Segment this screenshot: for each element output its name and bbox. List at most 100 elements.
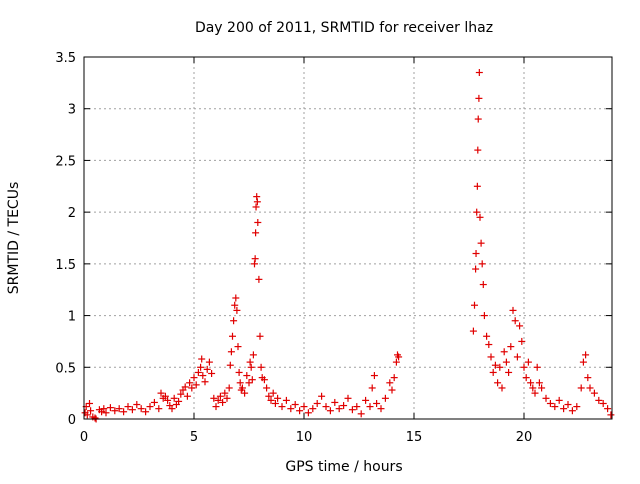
data-point — [362, 396, 370, 404]
data-point — [546, 399, 554, 407]
data-point — [287, 405, 295, 413]
data-point — [599, 399, 607, 407]
data-point — [489, 368, 497, 376]
data-point — [511, 317, 519, 325]
data-point — [542, 394, 550, 402]
data-point — [91, 414, 99, 422]
data-point — [229, 332, 236, 340]
data-point — [227, 348, 235, 356]
data-point — [505, 368, 513, 376]
data-point — [254, 218, 262, 226]
data-point — [475, 94, 483, 102]
data-point — [474, 146, 482, 154]
data-point — [168, 405, 176, 413]
data-point — [83, 411, 91, 419]
data-point — [368, 384, 376, 392]
data-point — [469, 327, 477, 335]
data-point — [516, 322, 524, 330]
data-point — [111, 407, 119, 415]
x-tick-label: 5 — [190, 430, 198, 445]
data-point — [386, 379, 394, 387]
data-point — [212, 403, 220, 411]
data-point — [186, 379, 194, 387]
data-point — [296, 407, 304, 415]
data-point — [538, 384, 546, 392]
data-point — [208, 369, 216, 377]
data-point — [251, 255, 259, 263]
data-point — [568, 407, 576, 415]
data-point — [483, 332, 491, 340]
data-point — [527, 379, 535, 387]
data-point — [161, 392, 169, 400]
data-point — [106, 404, 114, 412]
data-point — [243, 372, 251, 380]
data-point — [188, 384, 196, 392]
data-point — [479, 281, 487, 289]
data-point — [201, 378, 209, 386]
data-point — [164, 396, 172, 404]
chart-title: Day 200 of 2011, SRMTID for receiver lha… — [195, 20, 493, 36]
data-point — [192, 381, 200, 389]
data-point — [340, 402, 348, 410]
data-point — [221, 389, 229, 397]
y-tick-label: 0.5 — [55, 361, 76, 376]
y-axis-label: SRMTID / TECUs — [6, 182, 22, 295]
y-tick-label: 3 — [68, 103, 76, 118]
data-point — [390, 374, 398, 382]
data-point — [265, 392, 273, 400]
data-point — [500, 348, 508, 356]
data-point — [86, 399, 93, 407]
data-point — [475, 69, 483, 77]
data-point — [219, 398, 227, 406]
data-point — [304, 409, 312, 417]
data-point — [251, 260, 258, 268]
data-point — [214, 396, 222, 404]
data-point — [487, 353, 495, 361]
data-point — [472, 250, 480, 258]
y-tick-label: 2 — [68, 206, 76, 221]
data-point — [373, 399, 381, 407]
data-point — [522, 374, 530, 382]
data-point — [120, 408, 128, 416]
data-point — [520, 363, 528, 371]
data-point — [531, 389, 539, 397]
data-point — [582, 351, 590, 359]
data-point — [150, 398, 158, 406]
data-point — [226, 361, 234, 369]
data-point — [124, 403, 132, 411]
data-point — [245, 379, 253, 387]
data-point — [551, 403, 559, 411]
data-point — [474, 115, 482, 123]
data-point — [604, 405, 612, 413]
data-point — [560, 405, 568, 413]
data-point — [322, 403, 330, 411]
data-point — [203, 365, 211, 373]
data-point — [472, 265, 480, 273]
data-point — [232, 294, 240, 302]
data-point — [278, 403, 286, 411]
data-point — [524, 358, 532, 366]
data-point — [353, 403, 361, 411]
data-point — [564, 401, 572, 409]
data-point — [157, 389, 165, 397]
data-point — [252, 203, 260, 211]
y-tick-label: 1 — [68, 310, 76, 325]
data-point — [256, 332, 264, 340]
data-point — [133, 401, 141, 409]
data-point — [235, 368, 243, 376]
y-tick-label: 0 — [68, 413, 76, 428]
x-tick-label: 0 — [80, 430, 88, 445]
data-point — [491, 361, 499, 369]
data-point — [577, 384, 585, 392]
data-point — [388, 386, 396, 394]
data-point — [377, 405, 385, 413]
axis-ticks: 0 0.5 1 1.5 2 2.5 3 3.5 0 5 10 15 20 — [55, 51, 612, 445]
data-point — [477, 239, 485, 247]
data-point — [255, 275, 263, 283]
data-point — [318, 392, 326, 400]
grid-lines — [84, 57, 612, 419]
data-point — [249, 351, 257, 359]
data-point — [590, 389, 598, 397]
data-point — [509, 306, 517, 314]
